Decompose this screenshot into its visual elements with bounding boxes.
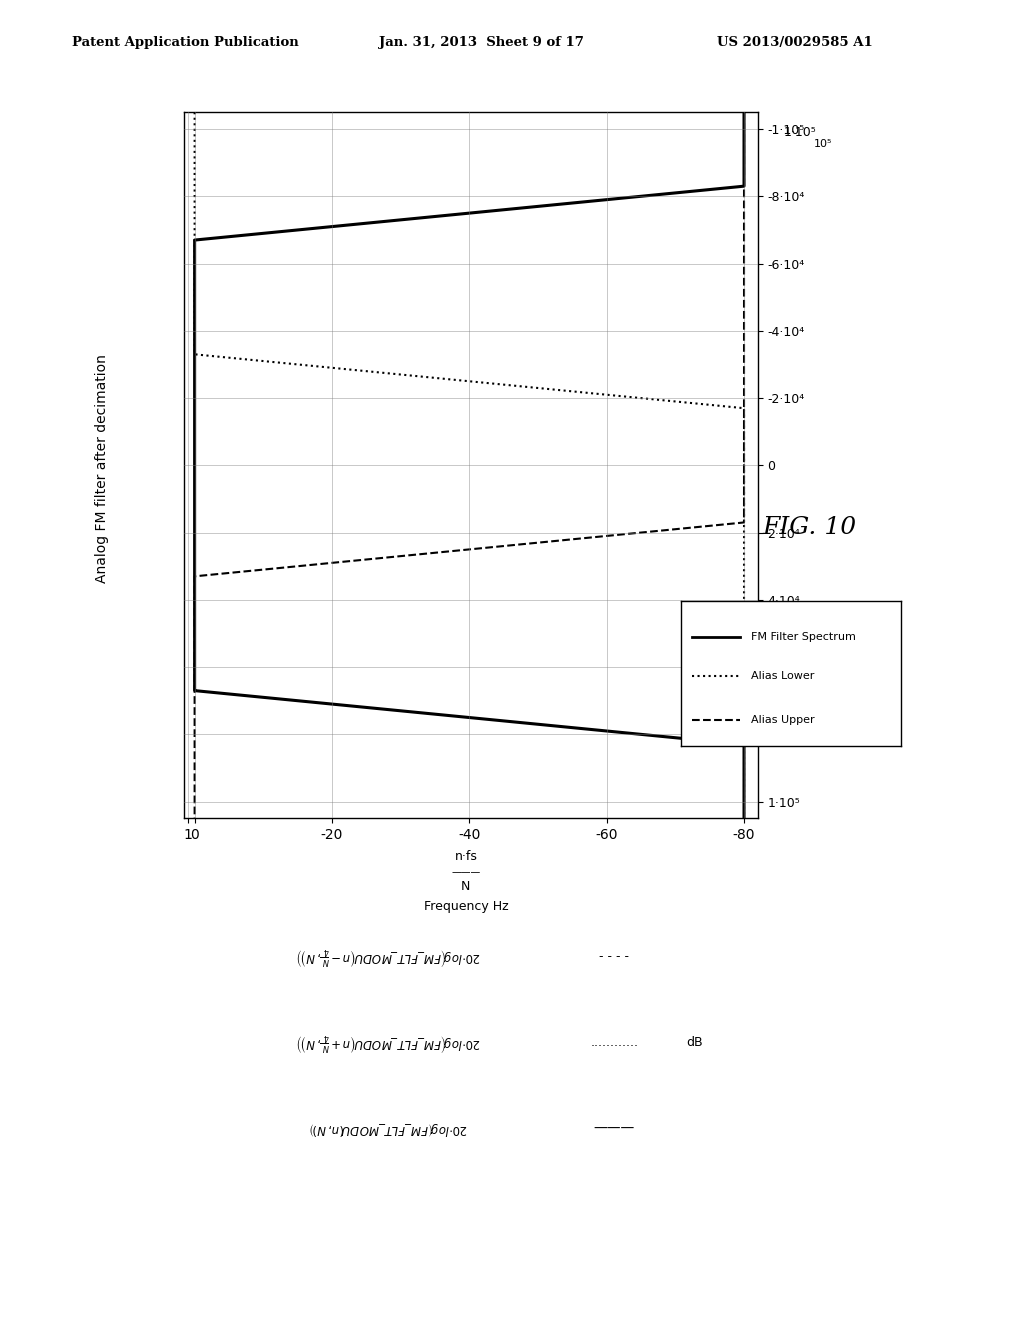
Alias Upper	[738, 375, 751, 391]
Alias Upper	[188, 810, 201, 826]
Alias Lower	[738, 810, 751, 826]
Text: Analog FM filter after decimation: Analog FM filter after decimation	[95, 354, 110, 583]
FM Filter Spectrum	[574, 721, 587, 737]
Text: 10⁵: 10⁵	[814, 139, 833, 149]
Line: Alias Lower: Alias Lower	[195, 112, 744, 818]
Alias Upper	[738, 227, 751, 243]
Alias Lower	[188, 104, 201, 120]
Alias Lower	[738, 721, 751, 737]
Text: US 2013/0029585 A1: US 2013/0029585 A1	[717, 36, 872, 49]
Text: ............: ............	[591, 1036, 638, 1049]
Line: Alias Upper: Alias Upper	[195, 112, 744, 818]
Alias Upper	[188, 796, 201, 812]
Alias Upper	[738, 185, 751, 201]
Text: Patent Application Publication: Patent Application Publication	[72, 36, 298, 49]
FM Filter Spectrum	[738, 810, 751, 826]
Text: FM Filter Spectrum: FM Filter Spectrum	[752, 632, 856, 642]
Text: Frequency Hz: Frequency Hz	[424, 900, 508, 913]
Text: ———: ———	[594, 1122, 635, 1135]
Text: n·fs: n·fs	[455, 850, 477, 863]
Text: Alias Upper: Alias Upper	[752, 714, 815, 725]
Text: dB: dB	[686, 1036, 702, 1049]
FM Filter Spectrum	[738, 796, 751, 812]
Text: Alias Lower: Alias Lower	[752, 671, 815, 681]
Alias Lower	[188, 185, 201, 201]
FM Filter Spectrum	[188, 405, 201, 421]
Alias Upper	[738, 405, 751, 421]
Alias Lower	[738, 796, 751, 812]
Text: Jan. 31, 2013  Sheet 9 of 17: Jan. 31, 2013 Sheet 9 of 17	[379, 36, 584, 49]
Alias Upper	[738, 104, 751, 120]
FM Filter Spectrum	[738, 104, 751, 120]
Text: $20{\cdot}log\!\left(FM\_FLT\_MODU\!\left(n + \frac{N}{4},N\right)\!\right)$: $20{\cdot}log\!\left(FM\_FLT\_MODU\!\lef…	[297, 1032, 481, 1053]
FM Filter Spectrum	[243, 227, 255, 243]
Alias Lower	[738, 405, 751, 421]
Text: $20{\cdot}log\!\left(FM\_FLT\_MODU\!\left(n - \frac{N}{4},N\right)\!\right)$: $20{\cdot}log\!\left(FM\_FLT\_MODU\!\lef…	[297, 946, 481, 968]
Text: FIG. 10: FIG. 10	[762, 516, 856, 540]
FM Filter Spectrum	[671, 185, 683, 201]
Text: $20{\cdot}log\!\left(FM\_FLT\_MODU\!\left(n, N\right)\!\right)$: $20{\cdot}log\!\left(FM\_FLT\_MODU\!\lef…	[310, 1121, 468, 1137]
Text: N: N	[461, 880, 471, 894]
Text: ———: ———	[452, 867, 480, 878]
Line: FM Filter Spectrum: FM Filter Spectrum	[195, 112, 744, 818]
Text: - - - -: - - - -	[599, 950, 630, 964]
Alias Upper	[188, 721, 201, 737]
Alias Lower	[481, 375, 494, 391]
FM Filter Spectrum	[188, 375, 201, 391]
Text: 1·10⁵: 1·10⁵	[783, 125, 816, 139]
Alias Lower	[188, 227, 201, 243]
